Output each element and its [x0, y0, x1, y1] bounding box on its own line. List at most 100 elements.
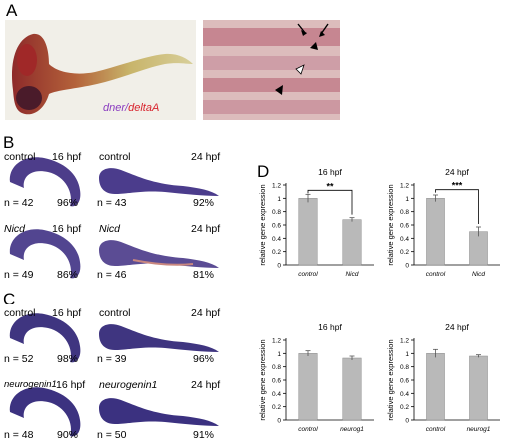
panel-c-row2-right: neurogenin1 24 hpf n = 50 91%	[93, 376, 225, 444]
bar	[469, 231, 488, 266]
significance-bracket	[435, 189, 479, 224]
c2l-pct: 90%	[57, 429, 79, 441]
c1r-n: n = 39	[97, 353, 127, 365]
b2r-n: n = 46	[97, 269, 127, 281]
y-tick-label: 0	[277, 418, 281, 425]
bar	[426, 353, 445, 421]
chart-nicd-24hpf: 24 hpf relative gene expression 0 0.2 0.4 0.6…	[384, 165, 508, 287]
embryo-c2l	[9, 387, 81, 437]
panel-a-legend: dner/deltaA	[103, 102, 159, 114]
c2l-cond: neurogenin1	[4, 379, 57, 390]
bar	[298, 353, 318, 421]
c1l-cond: control	[4, 307, 36, 319]
b1l-cond: control	[4, 151, 36, 163]
b2r-pct: 81%	[193, 269, 215, 281]
y-axis-label: relative gene expression	[386, 184, 395, 265]
panel-label-b: B	[3, 133, 15, 152]
y-tick-label: 1.2	[272, 338, 281, 345]
y-tick-label: 0.6	[272, 378, 281, 385]
y-tick-label: 0.6	[272, 223, 281, 230]
legend-separator: /	[125, 102, 129, 114]
embryo-b2l	[9, 229, 81, 279]
panel-b-row2-right: Nicd 24 hpf n = 46 81%	[93, 220, 225, 284]
embryo-illustration	[11, 33, 193, 115]
category-label: neurog1	[340, 426, 364, 433]
embryo-b1l	[9, 157, 81, 207]
panel-b-row1-left: control 16 hpf n = 42 96%	[0, 148, 90, 212]
embryo-c1r	[99, 324, 219, 352]
chart-svg-1: 24 hpf relative gene expression 0 0.2 0.4 0.6…	[386, 167, 500, 278]
c1l-pct: 98%	[57, 353, 79, 365]
y-tick-label: 1.2	[400, 338, 409, 345]
c1r-cond: control	[99, 307, 131, 319]
y-axis-label: relative gene expression	[386, 339, 395, 420]
y-tick-label: 0	[277, 263, 281, 270]
y-tick-label: 0.2	[272, 249, 281, 256]
chart-svg-0: 16 hpf relative gene expression 0 0.2 0.4 0.6…	[258, 167, 374, 278]
panel-label-a: A	[6, 1, 18, 20]
chart-title: 16 hpf	[318, 167, 342, 177]
y-tick-label: 0.8	[400, 209, 409, 216]
significance-marker: **	[326, 181, 334, 191]
zoom-illustration	[203, 20, 340, 120]
y-tick-label: 0.4	[400, 391, 409, 398]
category-label: neurog1	[467, 426, 491, 433]
y-tick-label: 1.2	[272, 183, 281, 190]
b1r-cond: control	[99, 151, 131, 163]
b1r-pct: 92%	[193, 197, 215, 209]
y-tick-label: 0.2	[272, 404, 281, 411]
category-label: control	[298, 271, 318, 278]
y-tick-label: 0	[405, 418, 409, 425]
category-label: control	[298, 426, 318, 433]
b2l-pct: 86%	[57, 269, 79, 281]
y-tick-label: 0.8	[272, 209, 281, 216]
y-tick-label: 0.8	[272, 364, 281, 371]
y-axis-label: relative gene expression	[258, 184, 267, 265]
bar	[298, 198, 318, 266]
chart-neurog1-24hpf: 24 hpf relative gene expression 0 0.2 0.4 0.6…	[384, 320, 508, 442]
panel-b-row1-right: control 24 hpf n = 43 92%	[93, 148, 225, 212]
c1r-pct: 96%	[193, 353, 215, 365]
panel-c-row2-left: neurogenin1 16 hpf n = 48 90%	[0, 376, 90, 444]
significance-marker: ***	[452, 181, 463, 191]
panel-b-row2-left: Nicd 16 hpf n = 49 86%	[0, 220, 90, 284]
bar	[426, 198, 445, 266]
c2r-stage: 24 hpf	[191, 379, 221, 391]
b1l-stage: 16 hpf	[52, 151, 82, 163]
c1l-n: n = 52	[4, 353, 34, 365]
panel-label-d: D	[257, 162, 270, 181]
b2l-n: n = 49	[4, 269, 34, 281]
b1l-n: n = 42	[4, 197, 34, 209]
category-label: Nicd	[472, 271, 485, 278]
legend-dner: dner	[103, 102, 126, 114]
embryo-b2r	[99, 240, 219, 268]
panel-c-row1-left: control 16 hpf n = 52 98%	[0, 304, 90, 368]
c1l-stage: 16 hpf	[52, 307, 82, 319]
chart-nicd-16hpf: 16 hpf relative gene expression 0 0.2 0.4 0.6…	[256, 165, 382, 287]
chart-svg-2: 16 hpf relative gene expression 0 0.2 0.4 0.6…	[258, 322, 374, 433]
y-tick-label: 1	[277, 351, 281, 358]
b1r-n: n = 43	[97, 197, 127, 209]
significance-bracket	[307, 189, 353, 215]
category-label: control	[426, 426, 446, 433]
b2r-cond: Nicd	[99, 223, 121, 235]
y-tick-label: 0.6	[400, 378, 409, 385]
y-tick-label: 0.4	[400, 236, 409, 243]
y-tick-label: 0.6	[400, 223, 409, 230]
category-label: Nicd	[345, 271, 358, 278]
chart-neurog1-16hpf: 16 hpf relative gene expression 0 0.2 0.4 0.6…	[256, 320, 382, 442]
y-tick-label: 0	[405, 263, 409, 270]
legend-deltaA: deltaA	[128, 102, 160, 114]
y-tick-label: 1	[405, 351, 409, 358]
panel-a-zoom-image	[203, 20, 340, 120]
bar	[469, 355, 488, 421]
y-tick-label: 1.2	[400, 183, 409, 190]
bar	[342, 219, 362, 266]
b2r-stage: 24 hpf	[191, 223, 221, 235]
c2r-pct: 91%	[193, 429, 215, 441]
y-tick-label: 1	[405, 196, 409, 203]
category-label: control	[426, 271, 446, 278]
embryo-b1r	[99, 168, 219, 196]
bar	[342, 357, 362, 421]
c2l-stage: 16 hpf	[56, 379, 86, 391]
